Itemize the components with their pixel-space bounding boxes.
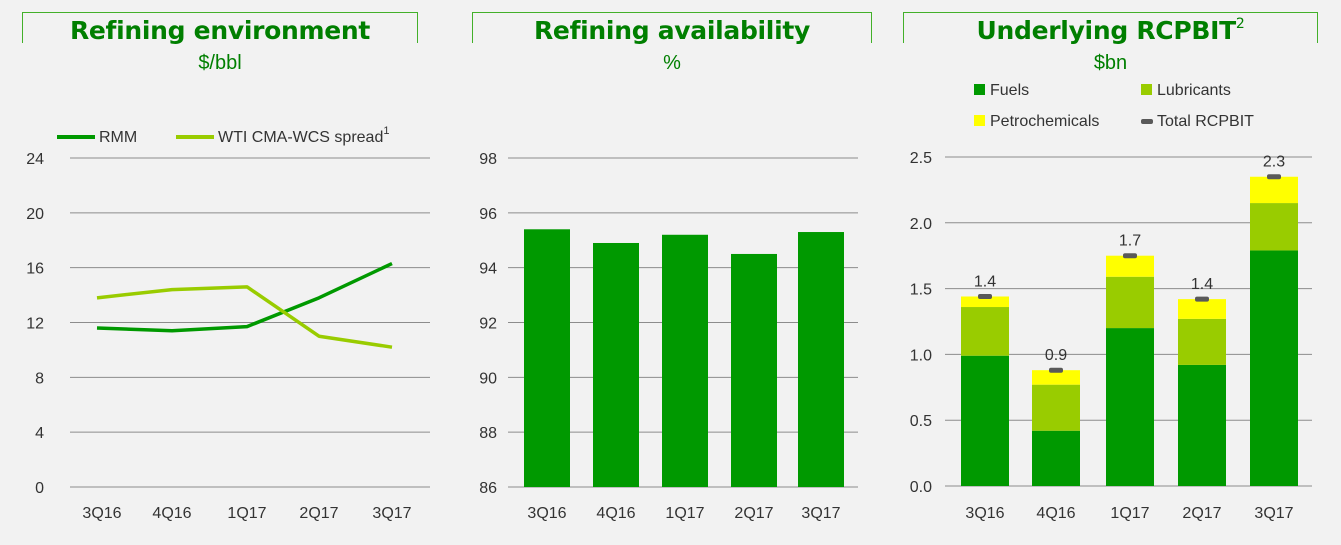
bar-segment-fuels bbox=[1032, 430, 1080, 486]
x-tick-label: 1Q17 bbox=[1110, 505, 1149, 522]
x-tick-label: 3Q16 bbox=[965, 505, 1004, 522]
y-tick-label: 0.5 bbox=[910, 413, 932, 430]
legend-label: Lubricants bbox=[1157, 82, 1231, 99]
x-tick-label: 3Q16 bbox=[82, 505, 121, 522]
legend-swatch bbox=[974, 115, 985, 126]
underlying-rcpbit-panel: Underlying RCPBIT2 $bn bbox=[903, 0, 1318, 545]
bar-segment-petrochemicals bbox=[1106, 255, 1154, 277]
total-label: 1.7 bbox=[1119, 233, 1141, 250]
x-tick-label: 3Q17 bbox=[801, 505, 840, 522]
x-tick-label: 3Q16 bbox=[527, 505, 566, 522]
legend-swatch bbox=[1141, 84, 1152, 95]
y-tick-label: 90 bbox=[479, 370, 497, 387]
bar-segment-fuels bbox=[1250, 250, 1298, 486]
bar bbox=[524, 229, 570, 488]
y-tick-label: 24 bbox=[26, 151, 44, 168]
y-tick-label: 1.5 bbox=[910, 282, 932, 299]
total-marker bbox=[1195, 296, 1209, 302]
x-tick-label: 2Q17 bbox=[299, 505, 338, 522]
x-tick-label: 3Q17 bbox=[1254, 505, 1293, 522]
chart-title: Refining environment bbox=[69, 16, 371, 45]
chart-title: Underlying RCPBIT2 bbox=[976, 15, 1245, 45]
chart-unit: % bbox=[663, 52, 681, 74]
bar-segment-petrochemicals bbox=[961, 296, 1009, 308]
x-tick-label: 1Q17 bbox=[665, 505, 704, 522]
legend-label: Total RCPBIT bbox=[1157, 113, 1254, 130]
legend-label: WTI CMA-WCS spread1 bbox=[218, 125, 389, 146]
x-tick-label: 1Q17 bbox=[227, 505, 266, 522]
bar-segment-petrochemicals bbox=[1032, 370, 1080, 385]
bar-segment-fuels bbox=[1106, 328, 1154, 486]
y-tick-label: 0 bbox=[35, 480, 44, 497]
total-label: 2.3 bbox=[1263, 154, 1285, 171]
series-line-wti-cma-wcs-spread bbox=[96, 285, 393, 349]
y-tick-label: 98 bbox=[479, 151, 497, 168]
legend-label: Petrochemicals bbox=[990, 113, 1099, 130]
bar-segment-lubricants bbox=[1032, 384, 1080, 431]
y-tick-label: 4 bbox=[35, 425, 44, 442]
y-tick-label: 12 bbox=[26, 316, 44, 333]
chart-unit: $/bbl bbox=[198, 52, 242, 74]
x-tick-label: 3Q17 bbox=[372, 505, 411, 522]
total-marker bbox=[1049, 367, 1063, 373]
panel-frame bbox=[22, 12, 418, 43]
x-tick-label: 4Q16 bbox=[1036, 505, 1075, 522]
y-tick-label: 1.0 bbox=[910, 347, 932, 364]
chart-title: Refining availability bbox=[533, 16, 810, 45]
legend-label: RMM bbox=[99, 129, 137, 146]
total-label: 0.9 bbox=[1045, 347, 1067, 364]
total-marker bbox=[1267, 174, 1281, 180]
y-tick-label: 96 bbox=[479, 206, 497, 223]
x-tick-label: 4Q16 bbox=[596, 505, 635, 522]
total-marker bbox=[1123, 253, 1137, 259]
bar-segment-lubricants bbox=[1106, 276, 1154, 329]
bar bbox=[798, 232, 844, 487]
y-tick-label: 16 bbox=[26, 261, 44, 278]
bar bbox=[662, 234, 708, 487]
bar-segment-fuels bbox=[1178, 364, 1226, 486]
y-tick-label: 2.5 bbox=[910, 150, 932, 167]
y-tick-label: 20 bbox=[26, 206, 44, 223]
y-tick-label: 88 bbox=[479, 425, 497, 442]
total-label: 1.4 bbox=[1191, 276, 1213, 293]
refining-environment-panel: Refining environment $/bbl bbox=[22, 0, 418, 545]
bar-segment-lubricants bbox=[1250, 203, 1298, 251]
y-tick-label: 0.0 bbox=[910, 479, 932, 496]
y-tick-label: 94 bbox=[479, 261, 497, 278]
bar bbox=[593, 242, 639, 487]
y-tick-label: 8 bbox=[35, 370, 44, 387]
refining-availability-panel: Refining availability % bbox=[472, 0, 872, 545]
bar-segment-fuels bbox=[961, 355, 1009, 486]
x-tick-label: 2Q17 bbox=[734, 505, 773, 522]
x-tick-label: 4Q16 bbox=[152, 505, 191, 522]
bar bbox=[731, 253, 777, 487]
panel-frame bbox=[903, 12, 1318, 43]
total-label: 1.4 bbox=[974, 273, 996, 290]
bar-segment-lubricants bbox=[961, 307, 1009, 356]
chart-unit: $bn bbox=[1093, 52, 1128, 74]
legend-swatch bbox=[1141, 119, 1153, 124]
series-line-rmm bbox=[96, 261, 393, 333]
bar-segment-petrochemicals bbox=[1250, 176, 1298, 204]
y-tick-label: 2.0 bbox=[910, 216, 932, 233]
y-tick-label: 92 bbox=[479, 316, 497, 333]
x-tick-label: 2Q17 bbox=[1182, 505, 1221, 522]
title-superscript: 2 bbox=[1235, 15, 1245, 32]
bar-segment-lubricants bbox=[1178, 318, 1226, 365]
panel-frame bbox=[472, 12, 872, 43]
bar-segment-petrochemicals bbox=[1178, 299, 1226, 319]
legend-label: Fuels bbox=[990, 82, 1029, 99]
total-marker bbox=[978, 293, 992, 299]
legend-swatch bbox=[974, 84, 985, 95]
y-tick-label: 86 bbox=[479, 480, 497, 497]
